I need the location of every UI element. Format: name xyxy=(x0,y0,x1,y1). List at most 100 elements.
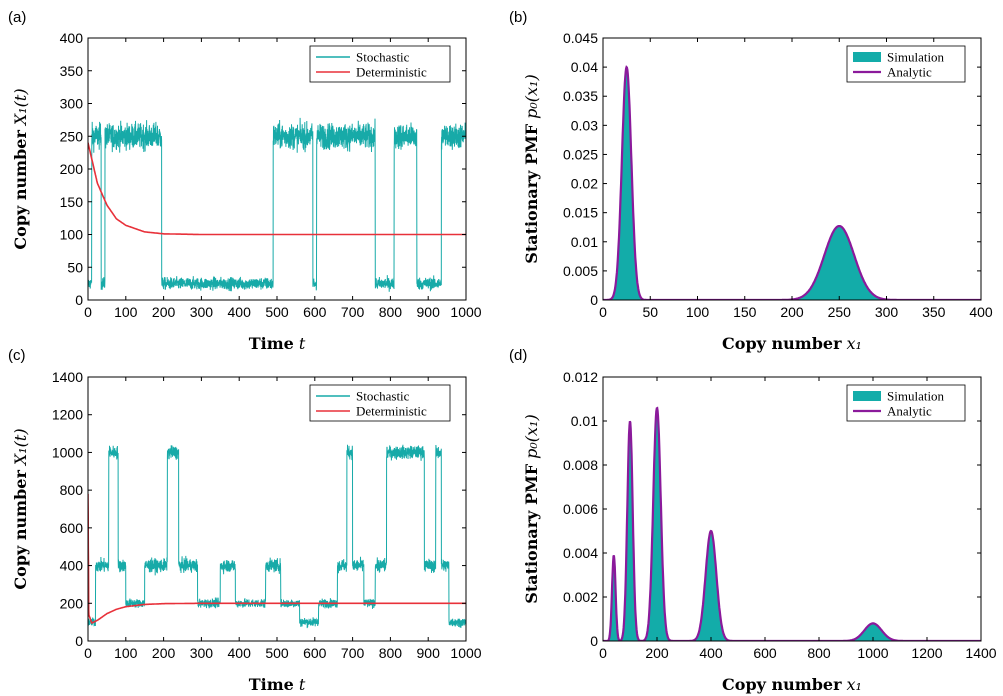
y-tick-label: 0.035 xyxy=(563,88,598,104)
y-axis-label-text: Stationary PMF xyxy=(522,123,541,263)
x-tick-label: 0 xyxy=(599,645,607,661)
y-axis-label: Copy number X₁(t) xyxy=(11,88,30,249)
y-tick-label: 0 xyxy=(75,292,83,308)
x-tick-label: 0 xyxy=(84,304,92,320)
x-tick-label: 1000 xyxy=(450,645,481,661)
x-tick-label: 400 xyxy=(228,304,252,320)
y-tick-label: 0.006 xyxy=(563,501,598,517)
x-tick-label: 100 xyxy=(114,304,138,320)
x-axis-label-var: x₁ xyxy=(847,334,862,353)
y-tick-label: 0.012 xyxy=(563,369,598,385)
legend-label: Analytic xyxy=(887,65,932,80)
x-axis-label-text: Copy number xyxy=(722,675,842,694)
plot-area xyxy=(88,117,466,292)
x-tick-label: 250 xyxy=(828,304,852,320)
x-tick-label: 0 xyxy=(599,304,607,320)
x-tick-label: 800 xyxy=(807,645,831,661)
series-stochastic xyxy=(88,117,466,292)
x-tick-label: 200 xyxy=(152,304,176,320)
x-tick-label: 1400 xyxy=(965,645,996,661)
x-axis-label-text: Time xyxy=(249,675,294,694)
y-tick-label: 0.004 xyxy=(563,545,598,561)
x-tick-label: 1000 xyxy=(857,645,888,661)
x-axis-label-text: Time xyxy=(249,334,294,353)
x-tick-label: 1000 xyxy=(450,304,481,320)
series-deterministic xyxy=(88,142,466,236)
legend-label: Stochastic xyxy=(356,50,410,65)
y-tick-label: 800 xyxy=(60,482,84,498)
x-tick-label: 700 xyxy=(341,304,365,320)
panel-a: (a) 0 100 200 300 400 500 600 700 800 900 1000 0 50 10… xyxy=(8,9,482,353)
y-axis-label: Stationary PMF p₀(x₁) xyxy=(522,74,541,263)
y-tick-label: 0.008 xyxy=(563,457,598,473)
legend-swatch-simulation xyxy=(853,391,881,401)
legend-label: Simulation xyxy=(887,389,945,404)
y-axis-label-text: Stationary PMF xyxy=(522,463,541,603)
y-tick-label: 1000 xyxy=(52,444,83,460)
series-stochastic xyxy=(88,444,466,629)
x-axis-label: Time t xyxy=(249,334,306,353)
plot-area xyxy=(88,444,466,629)
y-axis-label-var: X₁(t) xyxy=(11,88,30,127)
y-axis-label-text: Copy number xyxy=(11,130,30,250)
y-tick-label: 0.002 xyxy=(563,589,598,605)
y-tick-label: 0 xyxy=(75,633,83,649)
x-axis-label-var: t xyxy=(299,334,306,353)
legend-box xyxy=(309,45,451,83)
panel-label: (c) xyxy=(8,347,26,364)
simulation-area xyxy=(603,67,981,300)
y-tick-label: 100 xyxy=(60,227,84,243)
y-tick-label: 600 xyxy=(60,520,84,536)
x-tick-label: 100 xyxy=(686,304,710,320)
x-tick-label: 300 xyxy=(190,645,214,661)
legend-label: Simulation xyxy=(887,50,945,65)
analytic-curve xyxy=(603,65,981,300)
y-axis-label: Copy number X₁(t) xyxy=(11,428,30,589)
x-axis-label: Copy number x₁ xyxy=(722,334,862,353)
x-tick-label: 800 xyxy=(379,645,403,661)
y-axis-label-text: Copy number xyxy=(11,470,30,590)
x-axis-label: Time t xyxy=(249,675,306,694)
y-tick-label: 300 xyxy=(60,96,84,112)
x-tick-label: 150 xyxy=(733,304,757,320)
x-tick-label: 500 xyxy=(265,304,289,320)
y-tick-label: 0.015 xyxy=(563,205,598,221)
analytic-curve xyxy=(603,406,981,641)
x-axis-label-var: x₁ xyxy=(847,675,862,694)
x-tick-label: 300 xyxy=(875,304,899,320)
x-tick-label: 900 xyxy=(417,645,441,661)
legend-label: Analytic xyxy=(887,404,932,419)
x-tick-label: 800 xyxy=(379,304,403,320)
plot-area xyxy=(603,406,981,641)
y-tick-label: 350 xyxy=(60,63,84,79)
x-tick-label: 400 xyxy=(699,645,723,661)
y-tick-label: 250 xyxy=(60,128,84,144)
panel-d: (d) 0 200 400 600 800 1000 1200 1400 0 0.002 0.004 0… xyxy=(509,347,997,694)
y-tick-label: 0.04 xyxy=(571,59,598,75)
x-tick-label: 200 xyxy=(152,645,176,661)
x-tick-label: 350 xyxy=(922,304,946,320)
y-axis-label: Stationary PMF p₀(x₁) xyxy=(522,414,541,603)
x-tick-label: 500 xyxy=(265,645,289,661)
panel-b: (b) 0 50 100 150 200 250 300 350 400 0 0.005 0.01 0.0… xyxy=(509,9,993,353)
x-axis-label: Copy number x₁ xyxy=(722,675,862,694)
legend-label: Stochastic xyxy=(356,389,410,404)
x-tick-label: 600 xyxy=(753,645,777,661)
y-tick-label: 0.02 xyxy=(571,176,598,192)
y-tick-label: 0.03 xyxy=(571,117,598,133)
y-tick-label: 200 xyxy=(60,161,84,177)
y-tick-label: 0 xyxy=(590,292,598,308)
x-tick-label: 300 xyxy=(190,304,214,320)
x-axis-label-var: t xyxy=(299,675,306,694)
y-tick-label: 0.045 xyxy=(563,30,598,46)
x-tick-label: 700 xyxy=(341,645,365,661)
x-axis-label-text: Copy number xyxy=(722,334,842,353)
y-axis-label-var: X₁(t) xyxy=(11,428,30,467)
y-axis-label-var: p₀(x₁) xyxy=(522,74,541,119)
legend-swatch-simulation xyxy=(853,52,881,62)
y-axis-label-var: p₀(x₁) xyxy=(522,414,541,459)
